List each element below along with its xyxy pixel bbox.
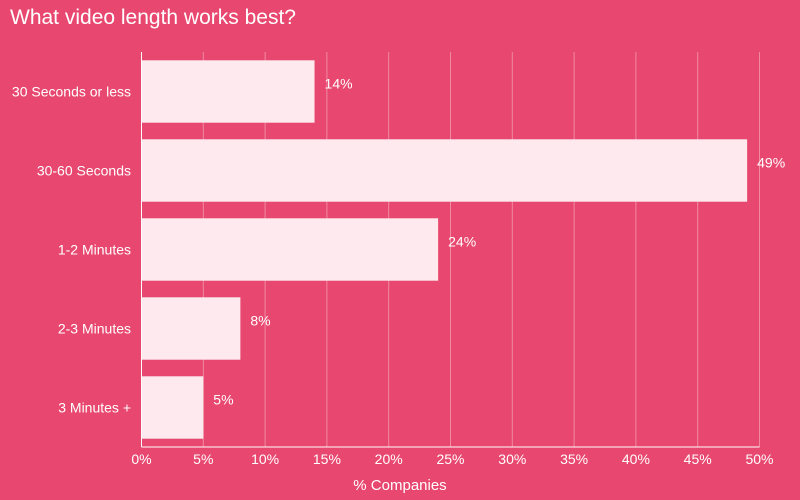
x-tick-label: 30% <box>498 451 526 467</box>
x-tick-label: 50% <box>745 451 773 467</box>
x-tick-label: 40% <box>622 451 650 467</box>
y-category-label: 3 Minutes + <box>58 400 131 416</box>
x-tick-label: 15% <box>313 451 341 467</box>
bars <box>142 60 748 438</box>
y-category-label: 2-3 Minutes <box>58 321 131 337</box>
x-tick-label: 25% <box>436 451 464 467</box>
bar <box>142 60 315 122</box>
bar <box>142 139 748 201</box>
data-label: 14% <box>325 76 353 92</box>
bar <box>142 218 439 280</box>
bar <box>142 376 204 438</box>
y-category-label: 1-2 Minutes <box>58 242 131 258</box>
data-label: 5% <box>213 392 233 408</box>
y-category-label: 30-60 Seconds <box>37 163 131 179</box>
x-tick-label: 45% <box>684 451 712 467</box>
data-label: 24% <box>448 234 476 250</box>
data-label: 49% <box>757 155 785 171</box>
data-label: 8% <box>250 313 270 329</box>
bar <box>142 297 241 359</box>
y-category-label: 30 Seconds or less <box>12 84 131 100</box>
x-tick-label: 35% <box>560 451 588 467</box>
x-tick-label: 20% <box>375 451 403 467</box>
x-axis-label: % Companies <box>0 477 800 494</box>
x-tick-label: 5% <box>193 451 213 467</box>
x-tick-label: 10% <box>251 451 279 467</box>
x-tick-label: 0% <box>131 451 151 467</box>
